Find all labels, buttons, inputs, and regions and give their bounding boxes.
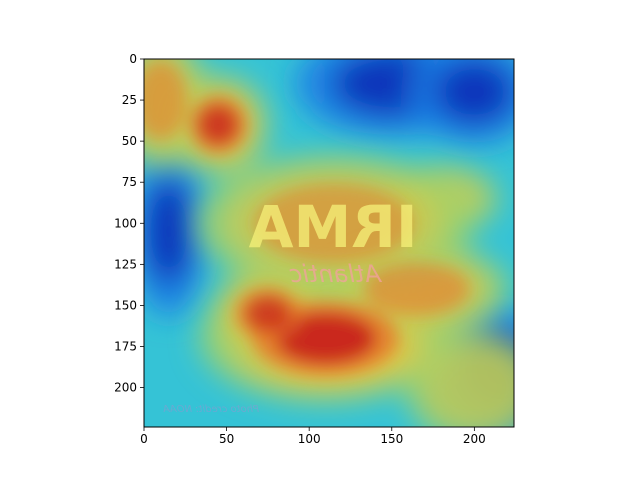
hotspot-orange <box>254 183 414 263</box>
y-tick-label: 125 <box>114 257 137 271</box>
y-tick-label: 175 <box>114 340 137 354</box>
y-tick-label: 200 <box>114 381 137 395</box>
x-tick-label: 100 <box>298 432 321 446</box>
x-tick-label: 150 <box>380 432 403 446</box>
x-tick-label: 50 <box>219 432 234 446</box>
hotspot-red <box>245 295 291 332</box>
coldspot-core <box>144 178 193 285</box>
y-tick-label: 25 <box>122 93 137 107</box>
coldspot-core <box>434 59 514 125</box>
hotspot-red <box>198 104 239 145</box>
plot-frame <box>143 58 515 428</box>
y-tick-label: 150 <box>114 298 137 312</box>
x-axis: 0 50 100 150 200 <box>140 427 486 446</box>
x-tick-label: 0 <box>140 432 148 446</box>
hotspot-red <box>275 312 376 364</box>
hotspot-orange <box>363 262 470 316</box>
hotspot-orange <box>144 60 187 140</box>
plot-area: IRMA Atlantic Photo credit: NOAA <box>144 59 514 427</box>
overlay-main-text: IRMA <box>248 193 417 261</box>
y-tick-label: 0 <box>129 52 137 66</box>
x-tick-label: 200 <box>463 432 486 446</box>
y-tick-label: 75 <box>122 175 137 189</box>
hotspot-yellow <box>419 342 514 427</box>
y-axis: 0 25 50 75 100 125 150 175 200 <box>114 52 144 395</box>
overlay-credit-text: Photo credit: NOAA <box>163 404 259 415</box>
y-tick-label: 50 <box>122 134 137 148</box>
y-tick-label: 100 <box>114 216 137 230</box>
overlay-sub-text: Atlantic <box>289 260 383 288</box>
